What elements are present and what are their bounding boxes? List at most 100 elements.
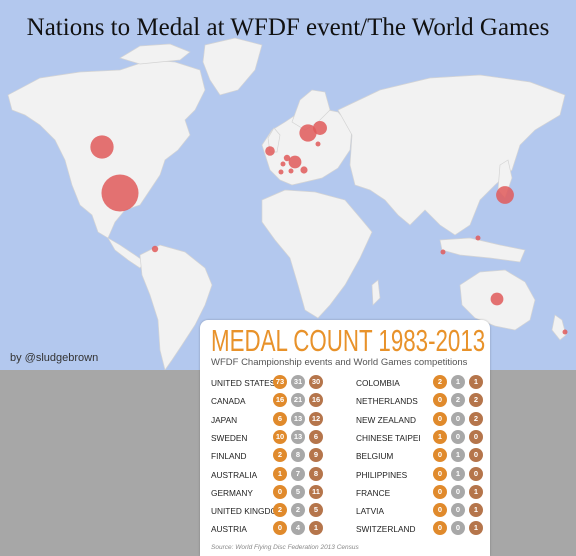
- country-name: SWITZERLAND: [356, 524, 416, 535]
- silver-medal-count: 1: [451, 448, 465, 463]
- gold-medal-count: 0: [433, 411, 447, 426]
- new-zealand-land: [551, 314, 567, 341]
- world-map: [0, 0, 576, 370]
- medal-row: COLOMBIA 2 1 1: [356, 375, 491, 391]
- bronze-medal-count: 1: [469, 375, 483, 389]
- gold-medal-count: 0: [273, 521, 287, 536]
- silver-medal-count: 0: [451, 429, 465, 444]
- gold-medal-count: 0: [433, 466, 447, 481]
- country-name: NETHERLANDS: [356, 396, 418, 407]
- medal-marker-philippines: [440, 249, 446, 255]
- bronze-medal-count: 2: [469, 393, 483, 408]
- medal-row: PHILIPPINES 0 1 0: [356, 466, 491, 483]
- medal-row: FRANCE 0 0 1: [356, 484, 491, 501]
- country-name: UNITED STATES: [211, 378, 276, 388]
- country-name: UNITED KINGDOM: [211, 506, 284, 517]
- medal-marker-united-kingdom: [265, 146, 275, 156]
- card-title: MEDAL COUNT 1983-2013: [211, 323, 486, 358]
- medal-row: FINLAND 2 8 9: [211, 448, 346, 464]
- medal-row: NETHERLANDS 0 2 2: [356, 393, 491, 409]
- bronze-medal-count: 8: [309, 466, 323, 481]
- medal-marker-new-zealand: [562, 329, 568, 335]
- bronze-medal-count: 16: [309, 393, 323, 408]
- medal-marker-canada: [90, 135, 114, 159]
- page-title: Nations to Medal at WFDF event/The World…: [26, 14, 550, 41]
- bronze-medal-count: 9: [309, 448, 323, 463]
- silver-medal-count: 7: [291, 466, 305, 481]
- gold-medal-count: 16: [273, 393, 287, 408]
- bronze-medal-count: 6: [309, 429, 323, 444]
- bronze-medal-count: 1: [469, 484, 483, 499]
- country-name: FINLAND: [211, 451, 247, 462]
- country-name: BELGIUM: [356, 451, 394, 462]
- country-name: PHILIPPINES: [356, 469, 408, 480]
- silver-medal-count: 0: [451, 521, 465, 536]
- silver-medal-count: 5: [291, 484, 305, 499]
- medal-marker-chinese-taipei: [475, 235, 481, 241]
- silver-medal-count: 1: [451, 466, 465, 481]
- country-name: JAPAN: [211, 414, 238, 425]
- gold-medal-count: 0: [273, 484, 287, 499]
- country-name: CHINESE TAIPEI: [356, 432, 421, 443]
- medal-row: UNITED STATES 73 31 30: [211, 375, 346, 391]
- bronze-medal-count: 1: [469, 521, 483, 536]
- bronze-medal-count: 12: [309, 411, 323, 426]
- gold-medal-count: 1: [273, 466, 287, 481]
- card-subtitle: WFDF Championship events and World Games…: [211, 357, 468, 368]
- bronze-medal-count: 1: [309, 521, 323, 536]
- greenland-land: [202, 37, 263, 96]
- gold-medal-count: 73: [273, 375, 287, 389]
- author-credit: by @sludgebrown: [10, 352, 99, 364]
- country-name: LATVIA: [356, 506, 384, 517]
- medal-row: CHINESE TAIPEI 1 0 0: [356, 429, 491, 446]
- medal-marker-netherlands: [283, 154, 291, 162]
- bronze-medal-count: 5: [309, 503, 323, 518]
- silver-medal-count: 2: [291, 503, 305, 518]
- silver-medal-count: 0: [451, 503, 465, 518]
- medal-marker-japan: [496, 186, 514, 204]
- gold-medal-count: 1: [433, 429, 447, 444]
- silver-medal-count: 0: [451, 484, 465, 499]
- bronze-medal-count: 30: [309, 375, 323, 389]
- medal-row: JAPAN 6 13 12: [211, 411, 346, 428]
- medal-marker-belgium: [280, 161, 286, 167]
- gold-medal-count: 10: [273, 429, 287, 444]
- medal-row: NEW ZEALAND 0 0 2: [356, 411, 491, 428]
- country-name: AUSTRIA: [211, 524, 247, 535]
- country-name: FRANCE: [356, 487, 391, 498]
- card-source: Source: World Flying Disc Federation 201…: [211, 544, 359, 551]
- gold-medal-count: 0: [433, 393, 447, 408]
- silver-medal-count: 21: [291, 393, 305, 408]
- gold-medal-count: 2: [273, 448, 287, 463]
- asia-land: [337, 74, 566, 236]
- medal-row: CANADA 16 21 16: [211, 393, 346, 409]
- madagascar-land: [371, 279, 381, 306]
- gold-medal-count: 0: [433, 521, 447, 536]
- gold-medal-count: 2: [273, 503, 287, 518]
- medal-row: LATVIA 0 0 1: [356, 503, 491, 519]
- gold-medal-count: 0: [433, 503, 447, 518]
- medal-marker-france: [278, 169, 284, 175]
- southeast-asia-islands-land: [439, 237, 526, 263]
- bronze-medal-count: 0: [469, 466, 483, 481]
- medal-marker-colombia: [151, 245, 159, 253]
- country-name: NEW ZEALAND: [356, 414, 416, 425]
- medal-row: AUSTRIA 0 4 1: [211, 521, 346, 537]
- silver-medal-count: 31: [291, 375, 305, 389]
- medal-marker-germany: [288, 155, 302, 169]
- medal-marker-finland: [313, 121, 327, 135]
- bronze-medal-count: 2: [469, 411, 483, 426]
- country-name: COLOMBIA: [356, 378, 400, 388]
- silver-medal-count: 8: [291, 448, 305, 463]
- silver-medal-count: 13: [291, 411, 305, 426]
- medal-marker-latvia: [315, 141, 321, 147]
- medal-row: UNITED KINGDOM 2 2 5: [211, 503, 346, 519]
- gold-medal-count: 0: [433, 448, 447, 463]
- bronze-medal-count: 0: [469, 448, 483, 463]
- silver-medal-count: 13: [291, 429, 305, 444]
- medal-marker-sweden: [299, 124, 317, 142]
- gold-medal-count: 0: [433, 484, 447, 499]
- canadian-arctic-land: [119, 43, 191, 65]
- africa-land: [261, 189, 373, 319]
- country-name: SWEDEN: [211, 432, 248, 443]
